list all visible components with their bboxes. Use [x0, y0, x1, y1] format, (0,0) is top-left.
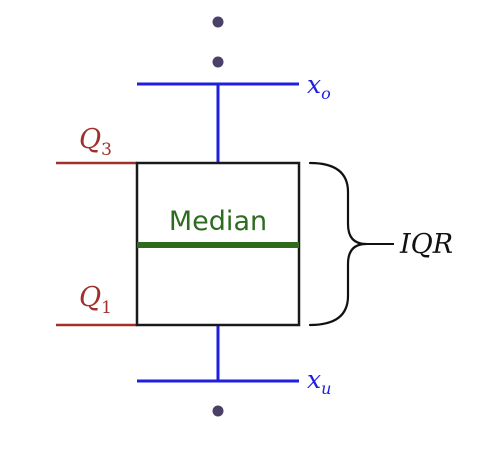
- q1-label: Q1: [79, 282, 112, 318]
- iqr-brace: [308, 161, 368, 327]
- iqr-label: IQR: [399, 229, 453, 260]
- lower-whisker-label-sub: u: [321, 379, 331, 398]
- q3-label: Q3: [79, 124, 112, 160]
- lower-whisker-label-base: x: [307, 365, 321, 394]
- outlier-point-bottom: [212, 405, 224, 417]
- upper-whisker-label-base: x: [307, 70, 321, 99]
- q1-label-base: Q: [79, 282, 101, 313]
- q3-label-base: Q: [79, 124, 101, 155]
- median-label: Median: [169, 206, 267, 237]
- upper-whisker-label-sub: o: [321, 84, 331, 103]
- lower-whisker-label: xu: [307, 365, 331, 398]
- outlier-point-top-1: [212, 16, 224, 28]
- outlier-point-top-2: [212, 56, 224, 68]
- upper-whisker-label: xo: [307, 70, 331, 103]
- q3-label-sub: 3: [101, 140, 112, 160]
- q1-label-sub: 1: [101, 298, 112, 318]
